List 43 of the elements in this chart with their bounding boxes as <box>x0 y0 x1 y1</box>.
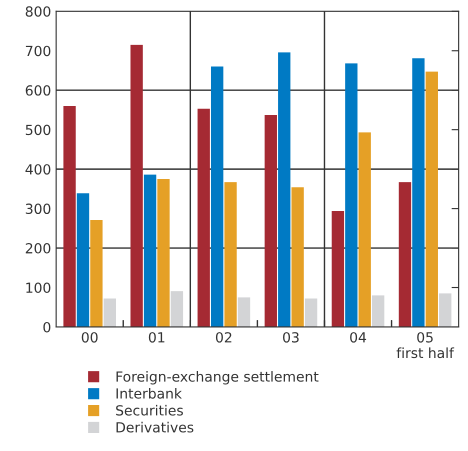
y-tick-label: 600 <box>26 85 50 96</box>
x-tick-label: 05 first half <box>396 332 454 358</box>
legend-label: Foreign-exchange settlement <box>116 371 318 384</box>
y-tick-label: 700 <box>26 46 50 56</box>
bar <box>210 66 224 327</box>
bar <box>439 293 452 327</box>
y-tick-label: 800 <box>26 6 50 17</box>
legend-label: Derivatives <box>116 422 194 433</box>
bar <box>238 297 250 327</box>
bar <box>170 291 184 327</box>
bar <box>372 295 384 327</box>
x-tick-label: 00 <box>82 332 98 343</box>
x-tick-label: 02 <box>216 332 232 343</box>
y-tick-label: 500 <box>26 124 50 136</box>
x-tick-label: 04 <box>350 332 366 343</box>
legend-label: Securities <box>116 404 183 416</box>
bar <box>304 298 318 327</box>
y-tick-label: 300 <box>26 204 50 214</box>
y-tick-label: 400 <box>25 164 50 175</box>
bar <box>398 182 412 327</box>
bar <box>345 63 358 327</box>
bar <box>412 58 425 327</box>
bar <box>291 187 304 327</box>
bar <box>76 193 90 327</box>
bar <box>264 115 277 327</box>
bar <box>426 72 438 327</box>
bar <box>63 106 76 327</box>
bar <box>157 178 170 327</box>
bar <box>90 220 103 327</box>
bar <box>104 298 116 327</box>
bar <box>144 174 156 327</box>
bar <box>130 44 143 327</box>
y-tick-label: 0 <box>43 322 50 332</box>
x-tick-label: 01 <box>148 332 164 343</box>
bar <box>278 52 290 327</box>
bar <box>358 132 371 327</box>
legend-label: Interbank <box>116 388 182 399</box>
bar <box>332 210 344 327</box>
bar <box>224 182 237 327</box>
y-tick-label: 100 <box>26 282 50 293</box>
bar <box>198 108 210 327</box>
y-tick-label: 200 <box>26 243 50 254</box>
x-tick-label: 03 <box>283 332 299 343</box>
